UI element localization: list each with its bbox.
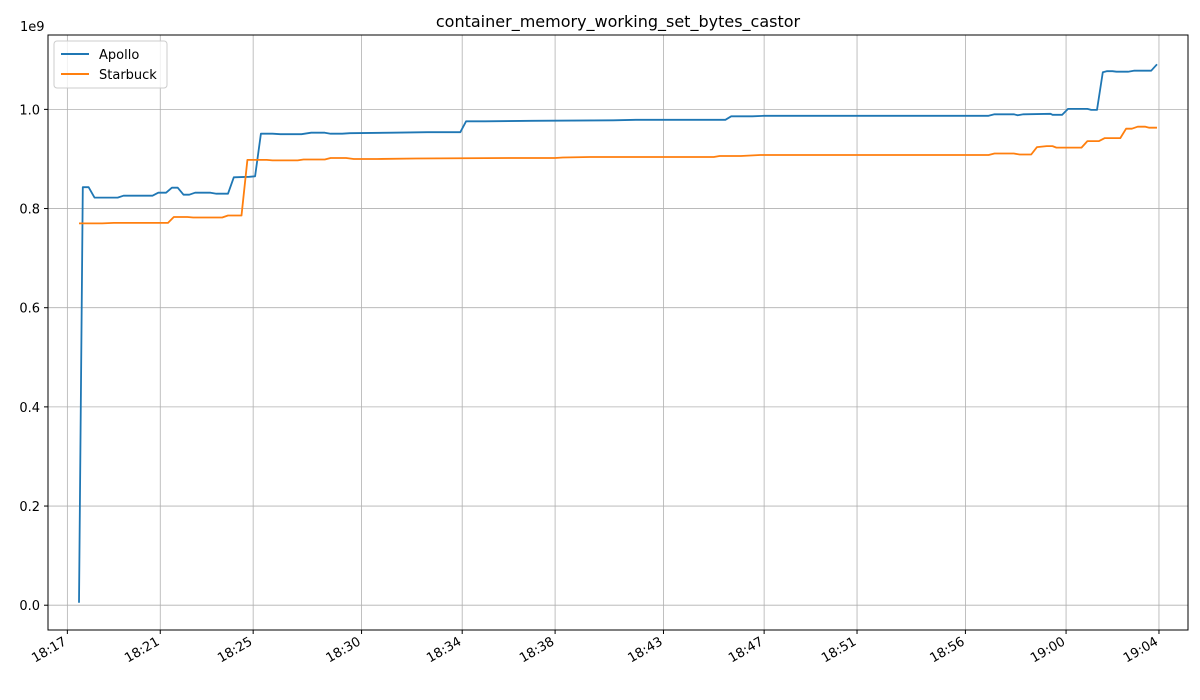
y-offset-label: 1e9 bbox=[20, 20, 45, 35]
grid-lines bbox=[48, 35, 1188, 630]
y-tick-label: 0.4 bbox=[19, 401, 40, 416]
plot-area-frame bbox=[47, 34, 1189, 631]
y-tick-label: 0.6 bbox=[19, 302, 40, 317]
series-line-starbuck bbox=[79, 125, 1157, 225]
y-tick-label: 1.0 bbox=[19, 103, 40, 118]
legend: Apollo Starbuck bbox=[53, 40, 168, 89]
y-tick-label: 0.8 bbox=[19, 203, 40, 218]
legend-label-apollo: Apollo bbox=[99, 48, 139, 63]
chart-title: container_memory_working_set_bytes_casto… bbox=[436, 12, 801, 32]
y-tick-label: 0.2 bbox=[19, 500, 40, 515]
legend-label-starbuck: Starbuck bbox=[99, 68, 157, 83]
series-line-apollo bbox=[78, 63, 1158, 603]
legend-box bbox=[53, 40, 168, 89]
y-tick-label: 0.0 bbox=[19, 599, 40, 614]
series-lines bbox=[78, 63, 1158, 603]
